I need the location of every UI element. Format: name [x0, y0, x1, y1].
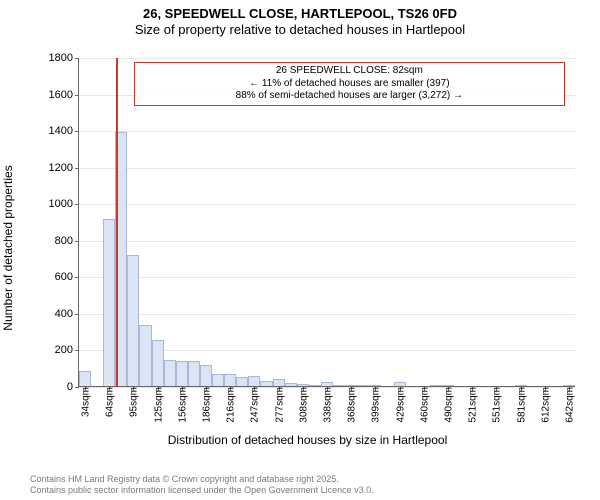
histogram-bar [139, 325, 151, 387]
x-tick-label: 216sqm [224, 387, 237, 423]
histogram-bar [79, 371, 91, 387]
x-tick-label: 338sqm [321, 387, 334, 423]
y-tick-label: 600 [55, 271, 79, 283]
x-axis-label: Distribution of detached houses by size … [30, 433, 585, 447]
y-axis-label: Number of detached properties [1, 165, 15, 330]
histogram-bars [79, 58, 575, 387]
reference-marker [116, 58, 118, 387]
histogram-bar [176, 361, 188, 388]
x-tick-label: 247sqm [248, 387, 261, 423]
histogram-bar [188, 361, 200, 388]
x-tick-label: 308sqm [296, 387, 309, 423]
x-tick-label: 95sqm [127, 387, 140, 417]
x-tick-label: 34sqm [79, 387, 92, 417]
x-tick-label: 156sqm [175, 387, 188, 423]
x-tick-label: 277sqm [272, 387, 285, 423]
x-tick-label: 186sqm [200, 387, 213, 423]
x-tick-label: 460sqm [417, 387, 430, 423]
x-tick-label: 612sqm [538, 387, 551, 423]
histogram-bar [200, 365, 212, 387]
y-tick-label: 0 [67, 381, 79, 393]
x-tick-label: 551sqm [490, 387, 503, 423]
title-block: 26, SPEEDWELL CLOSE, HARTLEPOOL, TS26 0F… [0, 0, 600, 39]
footer-line-1: Contains HM Land Registry data © Crown c… [30, 474, 374, 485]
histogram-bar [152, 340, 164, 387]
y-tick-label: 200 [55, 344, 79, 356]
histogram-bar [164, 360, 176, 387]
plot-area: 26 SPEEDWELL CLOSE: 82sqm ← 11% of detac… [78, 58, 575, 387]
x-tick-label: 642sqm [562, 387, 575, 423]
y-tick-label: 1600 [49, 89, 79, 101]
x-tick-label: 125sqm [151, 387, 164, 423]
x-tick-label: 399sqm [369, 387, 382, 423]
annotation-callout: 26 SPEEDWELL CLOSE: 82sqm ← 11% of detac… [134, 62, 566, 106]
chart: Number of detached properties 26 SPEEDWE… [30, 50, 585, 445]
footer-attribution: Contains HM Land Registry data © Crown c… [30, 474, 374, 496]
x-tick-label: 490sqm [441, 387, 454, 423]
x-tick-label: 64sqm [103, 387, 116, 417]
x-tick-label: 368sqm [345, 387, 358, 423]
callout-line-3: 88% of semi-detached houses are larger (… [141, 90, 559, 103]
x-tick-label: 581sqm [514, 387, 527, 423]
y-tick-label: 400 [55, 308, 79, 320]
footer-line-2: Contains public sector information licen… [30, 485, 374, 496]
y-tick-label: 1200 [49, 162, 79, 174]
y-tick-label: 800 [55, 235, 79, 247]
x-tick-label: 521sqm [466, 387, 479, 423]
callout-line-1: 26 SPEEDWELL CLOSE: 82sqm [141, 65, 559, 78]
y-tick-label: 1000 [49, 198, 79, 210]
title-sub: Size of property relative to detached ho… [0, 22, 600, 38]
y-tick-label: 1400 [49, 125, 79, 137]
x-tick-label: 429sqm [393, 387, 406, 423]
y-tick-label: 1800 [49, 52, 79, 64]
title-main: 26, SPEEDWELL CLOSE, HARTLEPOOL, TS26 0F… [0, 6, 600, 22]
histogram-bar [127, 255, 139, 388]
histogram-bar [103, 219, 115, 387]
callout-line-2: ← 11% of detached houses are smaller (39… [141, 78, 559, 91]
